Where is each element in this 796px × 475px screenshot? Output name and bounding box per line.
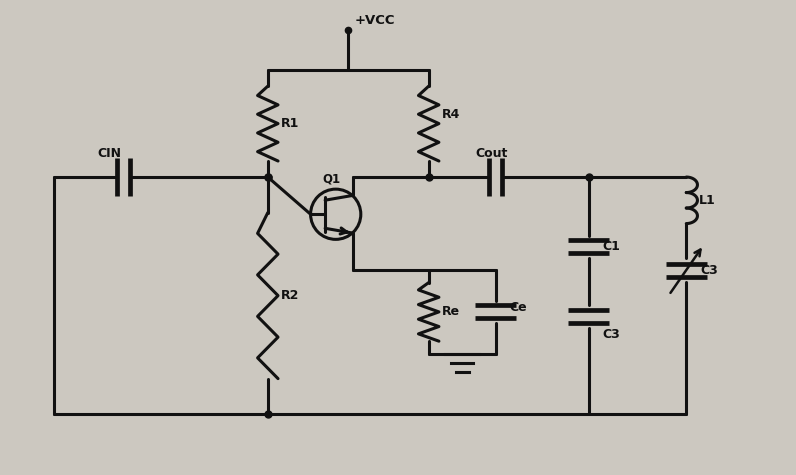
Text: R1: R1 bbox=[281, 117, 299, 130]
Text: CIN: CIN bbox=[98, 147, 122, 160]
Text: Cout: Cout bbox=[475, 147, 508, 160]
Text: +VCC: +VCC bbox=[355, 14, 396, 28]
Text: C3: C3 bbox=[603, 328, 620, 341]
Text: C3: C3 bbox=[700, 264, 718, 276]
Text: C1: C1 bbox=[603, 240, 620, 253]
Text: R4: R4 bbox=[442, 108, 460, 121]
Text: L1: L1 bbox=[700, 194, 716, 207]
Text: Re: Re bbox=[442, 305, 460, 318]
Text: R2: R2 bbox=[281, 289, 299, 302]
Text: Ce: Ce bbox=[509, 301, 527, 314]
Text: Q1: Q1 bbox=[322, 172, 340, 186]
